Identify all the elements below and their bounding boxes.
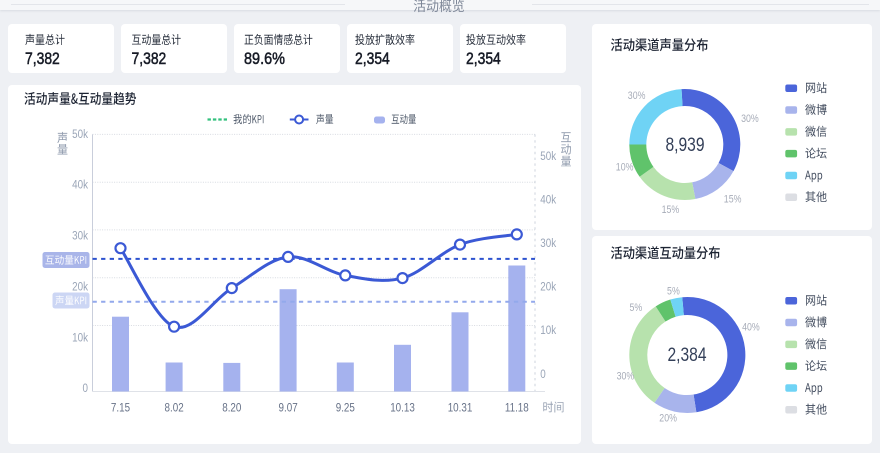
svg-text:7,382: 7,382 [25, 50, 60, 69]
svg-text:8,939: 8,939 [665, 133, 704, 155]
svg-text:0: 0 [83, 382, 88, 395]
svg-text:20%: 20% [659, 413, 677, 425]
svg-text:2,354: 2,354 [355, 50, 390, 69]
svg-text:20k: 20k [540, 281, 556, 294]
svg-text:15%: 15% [724, 194, 742, 206]
svg-text:8.02: 8.02 [165, 402, 184, 415]
svg-text:10%: 10% [616, 162, 634, 174]
svg-text:30k: 30k [540, 237, 556, 250]
svg-text:10.31: 10.31 [448, 402, 473, 415]
svg-text:0: 0 [540, 368, 545, 381]
svg-text:40k: 40k [72, 179, 88, 192]
svg-text:10k: 10k [540, 324, 556, 337]
svg-text:50k: 50k [72, 128, 88, 141]
svg-text:8.20: 8.20 [222, 402, 241, 415]
svg-text:20k: 20k [72, 281, 88, 294]
svg-text:9.25: 9.25 [336, 402, 355, 415]
svg-text:2,384: 2,384 [667, 343, 706, 365]
svg-text:5%: 5% [629, 302, 642, 314]
svg-text:40%: 40% [742, 321, 760, 333]
svg-text:7,382: 7,382 [132, 50, 167, 69]
svg-text:11.18: 11.18 [505, 402, 529, 415]
svg-text:15%: 15% [662, 204, 680, 216]
svg-text:40k: 40k [540, 194, 556, 207]
svg-text:9.07: 9.07 [279, 402, 298, 415]
svg-text:10.13: 10.13 [390, 402, 415, 415]
svg-text:10k: 10k [72, 331, 88, 344]
svg-text:2,354: 2,354 [466, 50, 501, 69]
svg-text:7.15: 7.15 [111, 402, 130, 415]
svg-text:30%: 30% [741, 113, 759, 125]
svg-text:30%: 30% [628, 90, 646, 102]
svg-text:5%: 5% [667, 286, 680, 298]
svg-text:50k: 50k [540, 150, 556, 163]
svg-text:89.6%: 89.6% [244, 50, 285, 68]
svg-text:30k: 30k [72, 230, 88, 243]
svg-text:30%: 30% [617, 371, 635, 383]
